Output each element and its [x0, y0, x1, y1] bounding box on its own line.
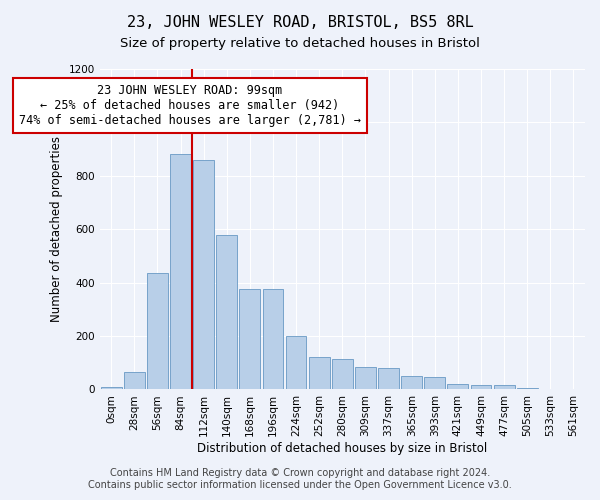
Bar — [517, 388, 538, 390]
Text: 23, JOHN WESLEY ROAD, BRISTOL, BS5 8RL: 23, JOHN WESLEY ROAD, BRISTOL, BS5 8RL — [127, 15, 473, 30]
Text: Size of property relative to detached houses in Bristol: Size of property relative to detached ho… — [120, 38, 480, 51]
Bar — [217, 234, 237, 390]
X-axis label: Distribution of detached houses by size in Bristol: Distribution of detached houses by size … — [197, 442, 487, 455]
Bar — [239, 290, 260, 390]
Bar — [540, 389, 561, 390]
Bar — [309, 358, 329, 390]
Bar — [263, 290, 283, 390]
Bar — [124, 372, 145, 390]
Bar — [401, 376, 422, 390]
Bar — [424, 378, 445, 390]
Bar — [101, 387, 122, 390]
Bar — [378, 368, 399, 390]
Bar — [355, 367, 376, 390]
Bar — [332, 358, 353, 390]
Y-axis label: Number of detached properties: Number of detached properties — [50, 136, 63, 322]
Bar — [170, 154, 191, 390]
Text: Contains HM Land Registry data © Crown copyright and database right 2024.
Contai: Contains HM Land Registry data © Crown c… — [88, 468, 512, 490]
Bar — [494, 386, 515, 390]
Bar — [470, 386, 491, 390]
Bar — [193, 160, 214, 390]
Bar — [286, 336, 307, 390]
Bar — [147, 274, 168, 390]
Bar — [448, 384, 468, 390]
Text: 23 JOHN WESLEY ROAD: 99sqm
← 25% of detached houses are smaller (942)
74% of sem: 23 JOHN WESLEY ROAD: 99sqm ← 25% of deta… — [19, 84, 361, 126]
